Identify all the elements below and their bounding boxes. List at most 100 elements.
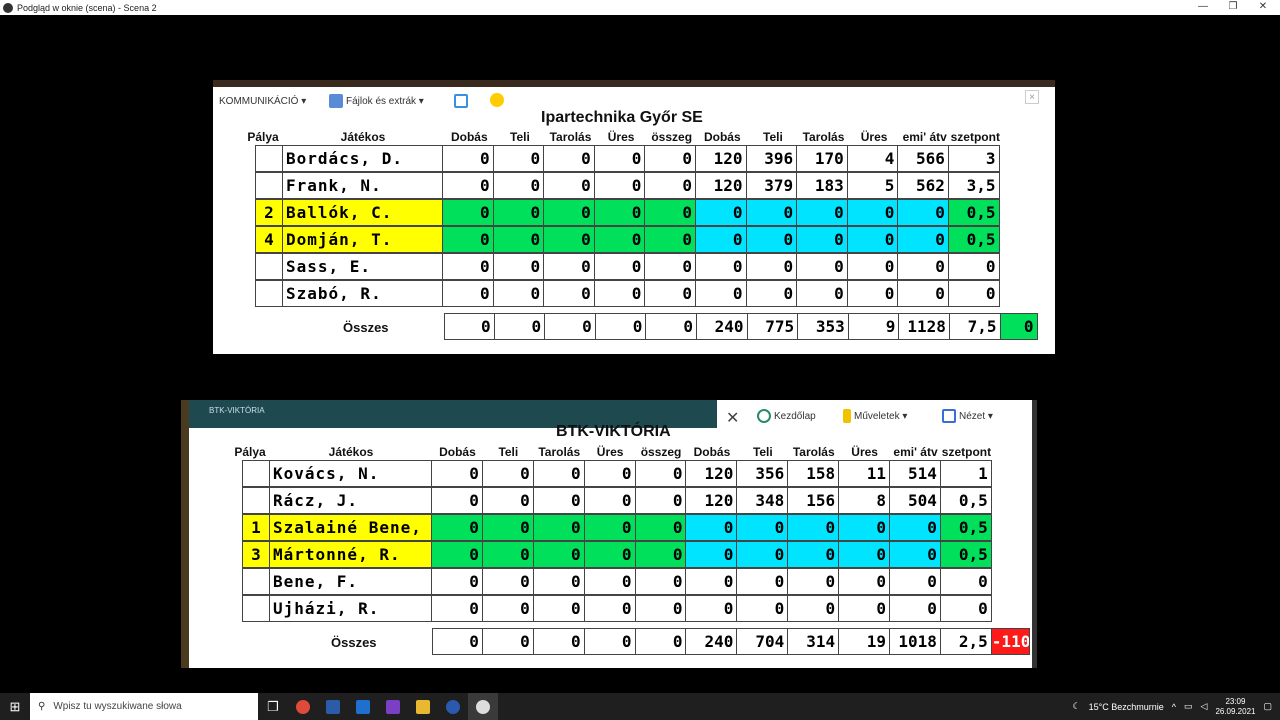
cell-player-name: Ballók, C. [283,199,443,226]
refresh-icon [757,409,771,423]
cell-value: 0 [432,568,483,595]
cell-value: 0 [482,568,534,595]
emoji-button[interactable] [490,93,504,107]
table-row: 1 Szalainé Bene, 0 0 0 0 0 0 0 0 0 0 0,5 [242,514,992,541]
total-value: 704 [737,628,789,655]
header-col-10: szetpont [941,445,992,459]
cell-value: 0 [493,226,545,253]
total-value: 0 [584,628,636,655]
total-value: 0 [482,628,534,655]
cell-value: 0 [544,145,595,172]
frame-left [181,400,189,668]
cell-value: 0 [533,460,585,487]
cell-value: 0 [544,226,595,253]
cell-value: 0 [533,595,585,622]
cell-value: 0,5 [948,226,1000,253]
maximize-button[interactable]: ❐ [1228,1,1238,12]
table-row: Bene, F. 0 0 0 0 0 0 0 0 0 0 0 [242,568,992,595]
cell-value: 396 [746,145,798,172]
moon-icon: ☾ [1072,701,1081,711]
header-palya: Pálya [247,130,279,144]
table-row: 4 Domján, T. 0 0 0 0 0 0 0 0 0 0 0,5 [255,226,1000,253]
cell-value: 0 [695,253,747,280]
cell-value: 0 [432,514,483,541]
clock[interactable]: 23:09 26.09.2021 [1215,697,1255,717]
cell-value: 0,5 [940,541,992,568]
fajlok-label: Fájlok és extrák ▾ [346,95,424,107]
tray-chevron-icon[interactable]: ^ [1171,701,1176,712]
total-value: 1128 [899,313,950,340]
tab-btk[interactable]: BTK-VIKTÓRIA [209,406,265,415]
cell-value: 3 [948,145,1000,172]
total-value: 0 [444,313,495,340]
file-explorer-icon[interactable] [408,693,438,720]
visual-studio-icon[interactable] [378,693,408,720]
cell-value: 0 [847,253,899,280]
taskbar-search[interactable]: ⚲ Wpisz tu wyszukiwane słowa [30,693,258,720]
cell-value: 0 [482,460,534,487]
cell-value: 0 [839,595,891,622]
cell-palya [242,568,270,595]
cell-value: 0 [695,280,747,307]
cell-value: 0 [584,595,636,622]
minimize-button[interactable]: — [1198,1,1208,12]
cell-value: 504 [890,487,941,514]
header-col-9: emi' átv [902,130,947,144]
screen-share-button[interactable] [454,94,468,108]
fajlok-menu[interactable]: Fájlok és extrák ▾ [329,94,424,108]
cell-value: 0 [594,226,646,253]
header-col-4: összeg [651,130,693,144]
panel-close-icon[interactable]: × [1025,90,1039,104]
kommunikacio-menu[interactable]: KOMMUNIKÁCIÓ ▾ [219,96,306,107]
kezdolap-button[interactable]: Kezdőlap [757,409,816,423]
chrome-icon[interactable] [288,693,318,720]
cell-value: 0 [898,280,949,307]
window-tabbar: BTK-VIKTÓRIA [189,400,717,428]
nezet-menu[interactable]: Nézet ▾ [942,409,993,423]
cell-value: 0 [594,253,646,280]
cell-value: 120 [686,460,738,487]
cell-value: 183 [797,172,848,199]
header-col-5: Dobás [693,445,731,459]
cell-value: 0 [533,514,585,541]
team1-scoreboard: KOMMUNIKÁCIÓ ▾ Fájlok és extrák ▾ × Ipar… [213,80,1055,354]
view-icon [942,409,956,423]
cell-value: 0 [645,199,696,226]
volume-icon[interactable]: ◁ [1200,701,1208,711]
cell-value: 356 [737,460,789,487]
cell-value: 0 [443,145,494,172]
kezdolap-label: Kezdőlap [774,410,816,422]
notification-icon[interactable]: ▢ [1263,701,1272,711]
cell-palya [242,460,270,487]
close-button[interactable]: ✕ [1258,1,1268,12]
total-value: 0 [545,313,596,340]
cell-value: 3,5 [948,172,1000,199]
cell-value: 156 [788,487,840,514]
cell-value: 0 [839,568,891,595]
total-value: 240 [686,628,738,655]
cell-palya [242,487,270,514]
windows-start-icon[interactable]: ⊞ [9,698,21,714]
cell-value: 0 [544,280,595,307]
table-row: Szabó, R. 0 0 0 0 0 0 0 0 0 0 0 [255,280,1000,307]
team2-title: BTK-VIKTÓRIA [556,423,671,440]
header-col-1: Teli [498,445,519,459]
cell-value: 0 [544,253,595,280]
app-icon-blue[interactable] [348,693,378,720]
task-view-icon[interactable]: ❐ [267,698,279,714]
cell-value: 1 [940,460,992,487]
cell-value: 0 [432,487,483,514]
cell-value: 0 [584,460,636,487]
cell-palya [255,145,283,172]
header-col-6: Teli [763,130,783,144]
network-icon[interactable]: ▭ [1184,701,1193,711]
close-x-icon[interactable]: ✕ [726,410,740,427]
obs-icon[interactable] [468,693,498,720]
muveletek-menu[interactable]: Műveletek ▾ [843,409,907,423]
header-palya: Pálya [234,445,266,459]
taskbar: ⊞ ⚲ Wpisz tu wyszukiwane słowa ❐ ☾ 15°C … [0,693,1280,720]
word-icon[interactable] [318,693,348,720]
app-icon-round[interactable] [438,693,468,720]
app-icon [3,2,13,13]
weather-text[interactable]: 15°C Bezchmurnie [1088,701,1164,712]
